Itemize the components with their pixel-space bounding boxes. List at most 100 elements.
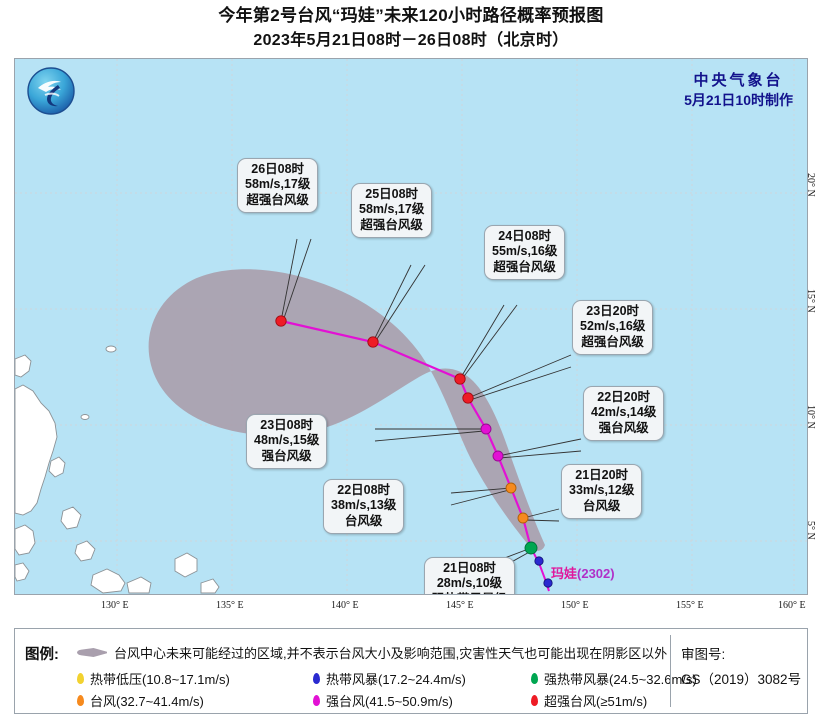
callout-wind: 52m/s,16级 [580, 319, 646, 334]
legend-item-label: 强热带风暴(24.5~32.6m/s) [544, 671, 697, 687]
callout-category: 超强台风级 [581, 334, 644, 349]
x-tick-160e: 160° E [778, 600, 806, 611]
agency-stamp: 中央气象台 5月21日10时制作 [684, 71, 793, 110]
typhoon-forecast-map[interactable]: 中央气象台 5月21日10时制作 26日08时 58m/s,17级 超强台风级 … [14, 58, 808, 595]
storm-name-text: 玛娃 [551, 566, 578, 581]
callout-time: 22日08时 [337, 483, 391, 497]
callout-category: 超强台风级 [246, 192, 309, 207]
legend-intensity-grid: 热带低压(10.8~17.1m/s) 热带风暴(17.2~24.4m/s) 强热… [77, 667, 697, 711]
callout-time: 21日20时 [575, 468, 629, 482]
cone-swatch-icon [77, 648, 107, 657]
landmass-shapes [15, 345, 220, 594]
callout-category: 强台风级 [261, 448, 312, 463]
legend-left-section: 图例: 台风中心未来可能经过的区域,并不表示台风大小及影响范围,灾害性天气也可能… [15, 629, 697, 713]
callout-26-0800[interactable]: 26日08时 58m/s,17级 超强台风级 [237, 158, 319, 213]
storm-name-label: 玛娃(2302) [551, 563, 615, 582]
callout-category: 超强台风级 [360, 217, 423, 232]
callout-category: 台风级 [344, 513, 383, 528]
track-point-p21-08[interactable] [524, 541, 538, 555]
y-tick-20n: 20° N [805, 173, 816, 197]
legend-divider [670, 635, 671, 707]
storm-number-text: (2302) [577, 566, 615, 581]
callout-wind: 58m/s,17级 [245, 177, 311, 192]
callout-leader-lines [280, 238, 582, 580]
callout-21-2000[interactable]: 21日20时 33m/s,12级 台风级 [561, 464, 643, 519]
callout-category: 台风级 [582, 498, 621, 513]
callout-wind: 55m/s,16级 [492, 244, 558, 259]
x-tick-155e: 155° E [676, 600, 704, 611]
legend-item-severe-tropical-storm: 强热带风暴(24.5~32.6m/s) [531, 669, 697, 688]
x-tick-130e: 130° E [101, 600, 129, 611]
x-tick-140e: 140° E [331, 600, 359, 611]
callout-21-0800[interactable]: 21日08时 28m/s,10级 强热带风暴级 [424, 557, 516, 595]
forecast-track-points [275, 315, 538, 555]
super-typhoon-dot-icon [531, 694, 538, 706]
callout-category: 强台风级 [598, 420, 649, 435]
legend-item-severe-typhoon: 强台风(41.5~50.9m/s) [313, 691, 531, 710]
callout-wind: 42m/s,14级 [591, 405, 657, 420]
callout-24-0800[interactable]: 24日08时 55m/s,16级 超强台风级 [484, 225, 566, 280]
legend-cone-note-row: 台风中心未来可能经过的区域,并不表示台风大小及影响范围,灾害性天气也可能出现在阴… [77, 643, 667, 662]
callout-wind: 48m/s,15级 [254, 433, 320, 448]
legend-item-label: 强台风(41.5~50.9m/s) [326, 693, 453, 709]
callout-time: 21日08时 [443, 561, 496, 575]
page-title: 今年第2号台风“玛娃”未来120小时路径概率预报图 2023年5月21日08时－… [0, 4, 822, 52]
callout-time: 26日08时 [251, 162, 305, 176]
map-canvas [15, 59, 807, 594]
legend-item-tropical-storm: 热带风暴(17.2~24.4m/s) [313, 669, 531, 688]
callout-time: 25日08时 [365, 187, 419, 201]
track-point-p23-08[interactable] [480, 423, 492, 435]
x-tick-145e: 145° E [446, 600, 474, 611]
legend-item-label: 热带风暴(17.2~24.4m/s) [326, 671, 466, 687]
callout-wind: 28m/s,10级 [436, 576, 503, 591]
callout-wind: 33m/s,12级 [569, 483, 635, 498]
track-point-p24-08[interactable] [454, 373, 466, 385]
tropical-depression-dot-icon [77, 672, 84, 684]
review-number-value: GS（2019）3082号 [681, 671, 802, 687]
x-tick-150e: 150° E [561, 600, 589, 611]
cma-dragon-logo-icon [27, 67, 75, 115]
callout-time: 23日08时 [260, 418, 314, 432]
severe-typhoon-dot-icon [313, 694, 320, 706]
y-tick-15n: 15° N [805, 289, 816, 313]
ocean-background [15, 59, 807, 594]
legend-panel: 图例: 台风中心未来可能经过的区域,并不表示台风大小及影响范围,灾害性天气也可能… [14, 628, 808, 714]
track-point-p25-08[interactable] [367, 336, 379, 348]
callout-time: 23日20时 [586, 304, 640, 318]
track-point-p22-20[interactable] [492, 450, 504, 462]
legend-item-label: 台风(32.7~41.4m/s) [90, 693, 204, 709]
agency-produced-time: 5月21日10时制作 [684, 92, 793, 109]
severe-tropical-storm-dot-icon [531, 672, 538, 684]
legend-cone-note: 台风中心未来可能经过的区域,并不表示台风大小及影响范围,灾害性天气也可能出现在阴… [114, 646, 668, 661]
track-point-p21-20[interactable] [517, 512, 529, 524]
track-point-p23-20[interactable] [462, 392, 474, 404]
y-tick-5n: 5° N [805, 521, 816, 540]
past-track-points [534, 556, 553, 588]
tropical-storm-dot-icon [313, 672, 320, 684]
track-point-p26-08[interactable] [275, 315, 287, 327]
title-sub-line: 2023年5月21日08时－26日08时（北京时） [253, 31, 569, 49]
legend-item-label: 超强台风(≥51m/s) [544, 693, 648, 709]
legend-right-section: 审图号: GS（2019）3082号 [681, 643, 801, 693]
callout-22-2000[interactable]: 22日20时 42m/s,14级 强台风级 [583, 386, 665, 441]
callout-category: 强热带风暴级 [432, 592, 507, 595]
title-main-line: 今年第2号台风“玛娃”未来120小时路径概率预报图 [218, 6, 604, 25]
legend-title: 图例: [25, 647, 59, 663]
typhoon-dot-icon [77, 694, 84, 706]
callout-time: 24日08时 [498, 229, 552, 243]
callout-wind: 58m/s,17级 [359, 202, 425, 217]
probability-cone [148, 269, 545, 551]
callout-category: 超强台风级 [493, 259, 556, 274]
callout-25-0800[interactable]: 25日08时 58m/s,17级 超强台风级 [351, 183, 433, 238]
track-point-p22-08[interactable] [505, 482, 517, 494]
callout-wind: 38m/s,13级 [331, 498, 397, 513]
agency-name: 中央气象台 [693, 72, 784, 89]
callout-time: 22日20时 [597, 390, 651, 404]
callout-23-2000[interactable]: 23日20时 52m/s,16级 超强台风级 [572, 300, 654, 355]
callout-23-0800[interactable]: 23日08时 48m/s,15级 强台风级 [246, 414, 328, 469]
y-tick-10n: 10° N [805, 405, 816, 429]
legend-item-super-typhoon: 超强台风(≥51m/s) [531, 691, 697, 710]
callout-22-0800[interactable]: 22日08时 38m/s,13级 台风级 [323, 479, 405, 534]
legend-item-tropical-depression: 热带低压(10.8~17.1m/s) [77, 669, 313, 688]
x-tick-135e: 135° E [216, 600, 244, 611]
